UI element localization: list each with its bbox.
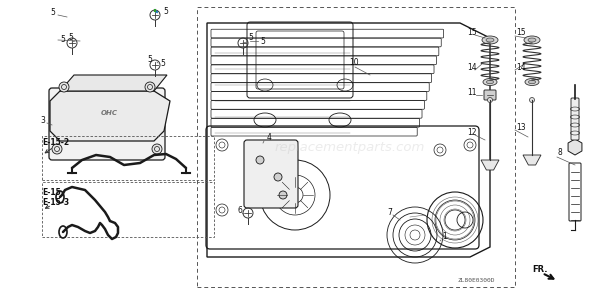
Bar (42, 136, 214, 180)
Text: OHC: OHC (100, 110, 117, 116)
Text: 8: 8 (558, 148, 563, 157)
Polygon shape (481, 160, 499, 170)
Text: 11: 11 (467, 88, 477, 97)
Text: E-15-2: E-15-2 (42, 138, 69, 147)
Text: 13: 13 (516, 123, 526, 132)
FancyBboxPatch shape (244, 140, 298, 208)
Text: 12: 12 (467, 128, 477, 137)
Ellipse shape (482, 36, 498, 44)
Text: 5: 5 (160, 58, 165, 68)
Text: 3: 3 (40, 116, 45, 125)
Text: 4: 4 (267, 133, 272, 142)
Text: 10: 10 (349, 58, 359, 67)
FancyBboxPatch shape (484, 90, 496, 100)
Text: E-15: E-15 (42, 188, 61, 197)
Ellipse shape (483, 78, 497, 86)
Circle shape (256, 156, 264, 164)
Text: 5: 5 (147, 55, 152, 64)
Polygon shape (523, 155, 541, 165)
Text: 5: 5 (60, 35, 65, 45)
Circle shape (52, 144, 62, 154)
Text: 15: 15 (516, 28, 526, 37)
Bar (197, 7, 515, 287)
Text: 5: 5 (163, 7, 168, 17)
Ellipse shape (525, 78, 539, 86)
Polygon shape (50, 91, 170, 141)
Circle shape (59, 82, 69, 92)
Text: E-15-3: E-15-3 (42, 198, 69, 207)
Circle shape (487, 98, 493, 102)
Circle shape (279, 191, 287, 199)
Text: ZL80E0300D: ZL80E0300D (457, 278, 495, 283)
Ellipse shape (486, 38, 494, 42)
Circle shape (529, 98, 535, 102)
Ellipse shape (529, 80, 536, 84)
Text: 7: 7 (387, 208, 392, 217)
Text: 14: 14 (467, 63, 477, 72)
Circle shape (145, 82, 155, 92)
FancyBboxPatch shape (49, 88, 165, 160)
Text: FR.: FR. (532, 266, 548, 275)
Text: 15: 15 (467, 28, 477, 37)
Ellipse shape (528, 38, 536, 42)
Text: 14: 14 (516, 63, 526, 72)
Ellipse shape (487, 80, 493, 84)
Polygon shape (568, 139, 582, 155)
Text: 6: 6 (238, 206, 243, 215)
Text: 1: 1 (442, 232, 447, 241)
Text: 5: 5 (68, 33, 73, 42)
Text: 5: 5 (248, 33, 253, 42)
Circle shape (274, 173, 282, 181)
Polygon shape (60, 75, 167, 91)
Text: 5: 5 (50, 8, 55, 17)
Text: 5: 5 (260, 37, 265, 45)
FancyBboxPatch shape (571, 98, 579, 140)
Bar (42, 182, 214, 237)
Ellipse shape (524, 36, 540, 44)
Circle shape (152, 144, 162, 154)
Text: replacementparts.com: replacementparts.com (275, 140, 425, 153)
